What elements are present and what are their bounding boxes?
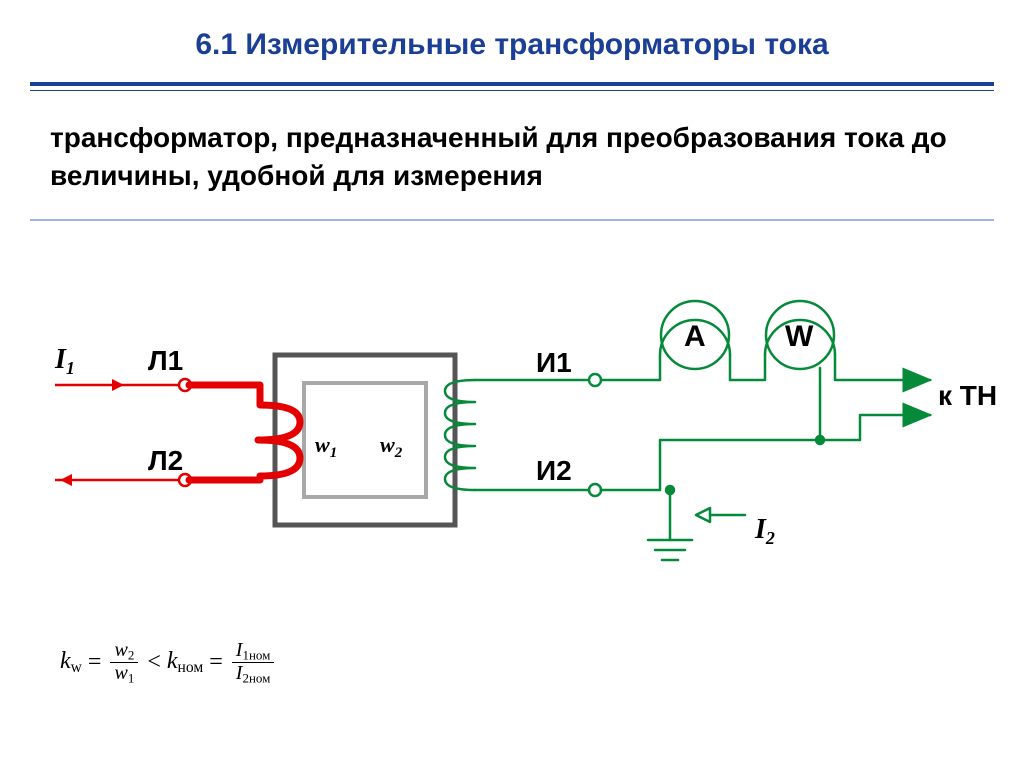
- svg-text:И1: И1: [536, 347, 572, 378]
- svg-text:к ТН: к ТН: [938, 380, 997, 411]
- divider-rule: [30, 219, 994, 221]
- svg-text:W: W: [785, 320, 814, 353]
- svg-text:A: A: [684, 320, 706, 353]
- transformer-diagram: I1 Л1 Л2 w1 w2 И1 И2 A W к ТН I2: [0, 280, 1024, 620]
- transformer-core: [275, 355, 455, 525]
- svg-text:I1: I1: [54, 344, 75, 378]
- definition-text: трансформатор, предназначенный для преоб…: [50, 119, 974, 195]
- svg-text:Л1: Л1: [148, 345, 183, 376]
- page-title: 6.1 Измерительные трансформаторы тока: [0, 0, 1024, 62]
- svg-text:И2: И2: [536, 455, 572, 486]
- svg-text:I2: I2: [754, 514, 775, 548]
- title-rule: [30, 82, 994, 91]
- svg-text:w2: w2: [380, 432, 403, 461]
- diagram-labels: I1 Л1 Л2 w1 w2 И1 И2 A W к ТН I2: [54, 320, 997, 548]
- svg-text:Л2: Л2: [148, 445, 183, 476]
- svg-text:w1: w1: [315, 432, 337, 461]
- primary-winding: [189, 385, 300, 480]
- formula: kw = w2 w1 < kном = I1ном I2ном: [60, 640, 277, 685]
